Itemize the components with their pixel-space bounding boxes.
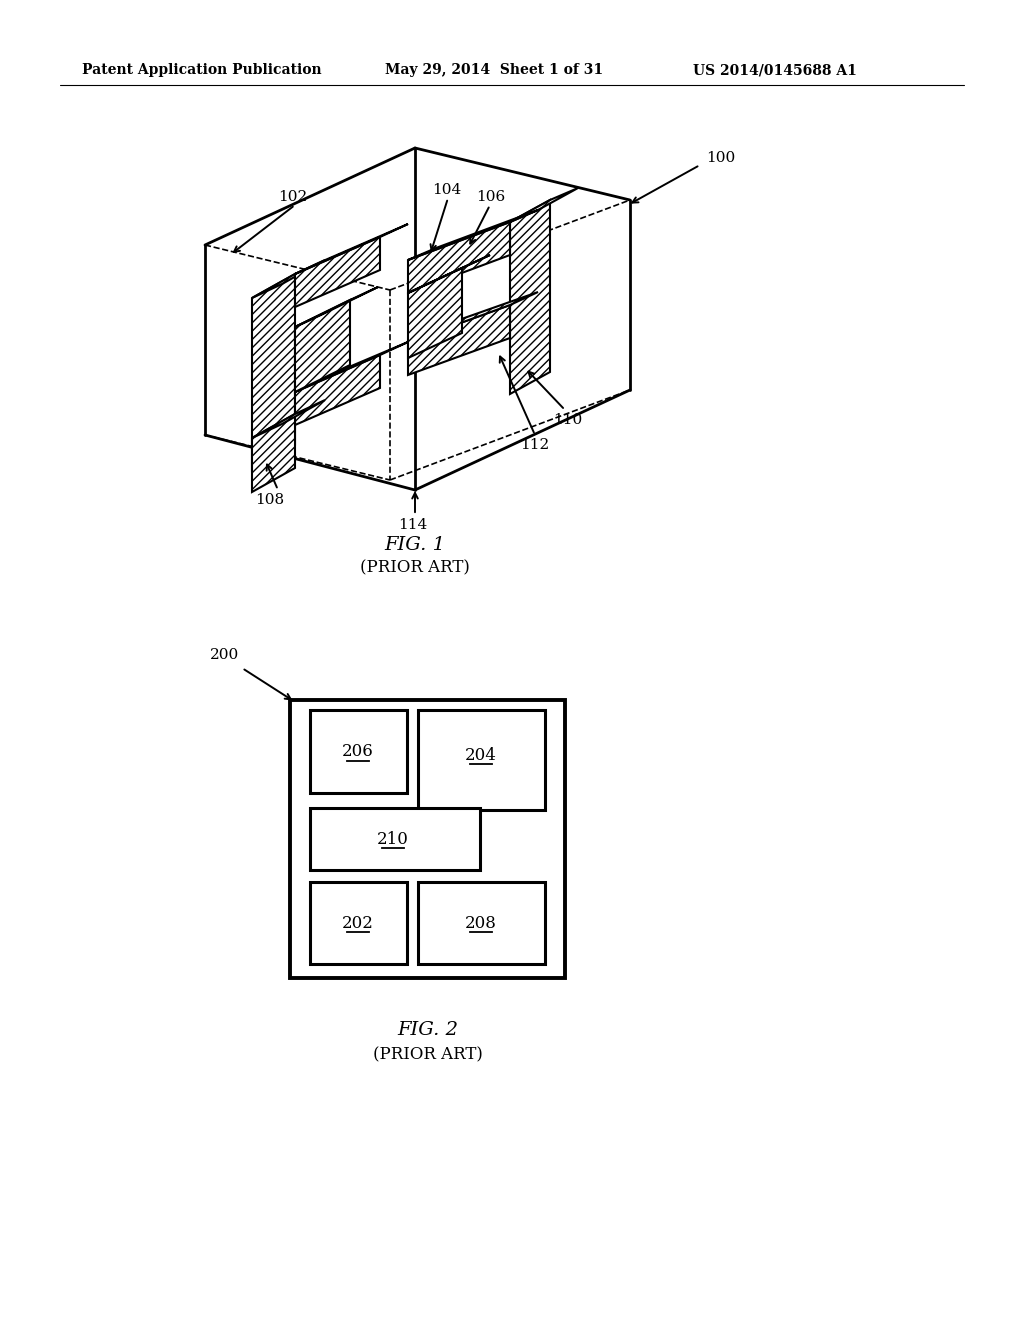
Polygon shape [252, 414, 295, 492]
Text: 100: 100 [706, 150, 735, 165]
Polygon shape [408, 292, 538, 342]
Polygon shape [408, 255, 490, 293]
Text: (PRIOR ART): (PRIOR ART) [360, 560, 470, 577]
Polygon shape [295, 342, 408, 392]
Polygon shape [295, 286, 378, 327]
Polygon shape [295, 355, 380, 425]
Polygon shape [408, 210, 538, 260]
Bar [310, 882, 407, 964]
Polygon shape [295, 238, 380, 308]
Text: 114: 114 [398, 517, 427, 532]
Polygon shape [252, 275, 295, 470]
Text: 206: 206 [342, 743, 374, 760]
Text: 204: 204 [465, 747, 497, 763]
Text: US 2014/0145688 A1: US 2014/0145688 A1 [693, 63, 857, 77]
Text: FIG. 2: FIG. 2 [397, 1020, 459, 1039]
Text: FIG. 1: FIG. 1 [384, 536, 445, 554]
Text: 112: 112 [520, 438, 549, 451]
Text: 110: 110 [553, 413, 583, 426]
Polygon shape [295, 224, 408, 275]
Polygon shape [510, 201, 550, 393]
Polygon shape [408, 305, 510, 375]
Text: 202: 202 [342, 915, 374, 932]
Polygon shape [408, 268, 462, 358]
Text: (PRIOR ART): (PRIOR ART) [373, 1047, 483, 1064]
Bar [418, 710, 545, 810]
Bar [290, 700, 565, 978]
Text: May 29, 2014  Sheet 1 of 31: May 29, 2014 Sheet 1 of 31 [385, 63, 603, 77]
Bar [418, 882, 545, 964]
Polygon shape [408, 222, 510, 293]
Text: 102: 102 [278, 190, 307, 205]
Text: 208: 208 [465, 915, 497, 932]
Text: Patent Application Publication: Patent Application Publication [82, 63, 322, 77]
Bar [310, 808, 480, 870]
Text: 108: 108 [255, 492, 284, 507]
Polygon shape [252, 400, 325, 438]
Polygon shape [252, 260, 325, 298]
Text: 106: 106 [476, 190, 505, 205]
Polygon shape [295, 300, 350, 392]
Text: 210: 210 [377, 830, 409, 847]
Polygon shape [510, 187, 578, 222]
Text: 200: 200 [210, 648, 240, 663]
Bar [310, 710, 407, 793]
Text: 104: 104 [432, 183, 461, 197]
